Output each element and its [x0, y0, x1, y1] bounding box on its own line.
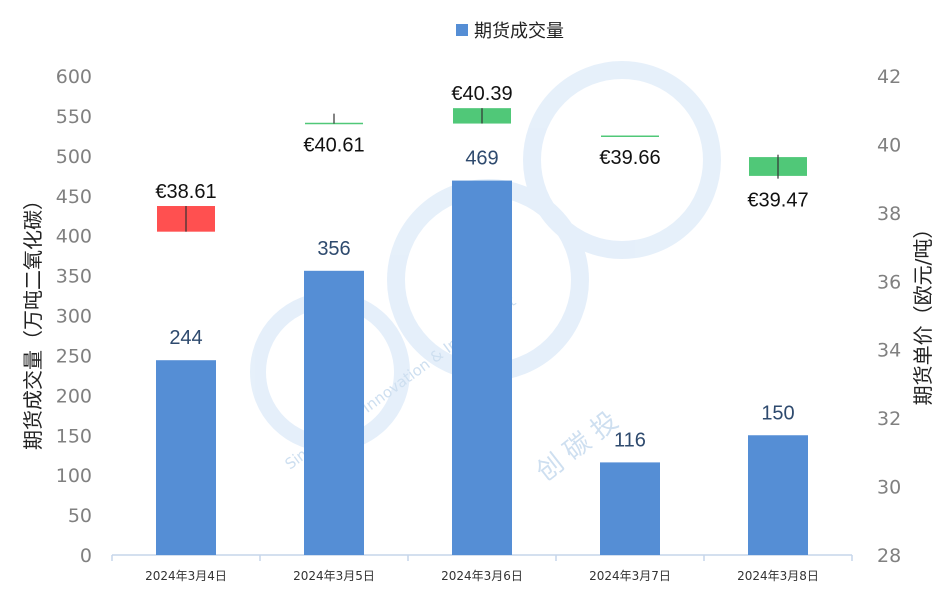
y-right-tick-label: 36 [877, 271, 901, 293]
y-right-tick-label: 38 [877, 203, 901, 225]
y-right-axis-title: 期货单价（欧元/吨） [911, 219, 935, 406]
y-right-ticks: 28 30 32 34 36 38 40 42 [877, 66, 901, 567]
y-right-tick-label: 40 [877, 134, 901, 156]
bar-labels: 244 356 469 116 150 [169, 148, 794, 452]
bars [156, 180, 808, 555]
volume-bar [156, 360, 216, 555]
y-left-tick-label: 200 [56, 385, 92, 407]
x-tick-label: 2024年3月7日 [589, 569, 671, 583]
x-tick-label: 2024年3月4日 [145, 569, 227, 583]
watermark-ring-right [523, 61, 721, 259]
y-left-tick-label: 100 [56, 465, 92, 487]
price-label: €40.39 [451, 83, 512, 105]
x-tick-label: 2024年3月8日 [737, 569, 819, 583]
volume-bar-label: 356 [317, 238, 350, 260]
price-label: €40.61 [303, 135, 364, 157]
x-tick-label: 2024年3月6日 [441, 569, 523, 583]
y-right-tick-label: 42 [877, 66, 901, 88]
y-left-tick-label: 600 [56, 66, 92, 88]
volume-bar [452, 180, 512, 555]
legend: 期货成交量 [456, 21, 564, 42]
volume-bar-label: 150 [761, 402, 794, 424]
volume-bar [748, 435, 808, 555]
y-left-ticks: 0 50 100 150 200 250 300 350 400 450 500 550 600 [56, 66, 92, 567]
y-right-tick-label: 28 [877, 545, 901, 567]
y-right-tick-label: 30 [877, 477, 901, 499]
price-candles [157, 108, 807, 232]
y-left-tick-label: 150 [56, 425, 92, 447]
volume-bar-label: 116 [614, 429, 646, 451]
price-labels: €38.61 €40.61 €40.39 €39.66 €39.47 [155, 83, 808, 211]
x-axis: 2024年3月4日 2024年3月5日 2024年3月6日 2024年3月7日 2024… [111, 554, 853, 583]
legend-swatch-volume [456, 24, 468, 36]
y-left-tick-label: 550 [56, 106, 92, 128]
volume-bar [600, 462, 660, 555]
y-left-tick-label: 350 [56, 266, 92, 288]
y-left-tick-label: 400 [56, 226, 92, 248]
y-left-tick-label: 0 [80, 545, 92, 567]
x-tick-label: 2024年3月5日 [293, 569, 375, 583]
price-label: €39.47 [747, 190, 808, 212]
volume-bar-label: 469 [465, 148, 498, 170]
y-left-tick-label: 50 [68, 505, 92, 527]
volume-bar-label: 244 [169, 327, 202, 349]
y-left-axis-title: 期货成交量（万吨二氧化碳） [21, 190, 45, 450]
y-left-tick-label: 250 [56, 345, 92, 367]
y-right-tick-label: 32 [877, 408, 901, 430]
y-right-tick-label: 34 [877, 340, 901, 362]
price-label: €38.61 [155, 181, 216, 203]
y-left-tick-label: 500 [56, 146, 92, 168]
price-label: €39.66 [599, 147, 660, 169]
legend-label-volume: 期货成交量 [474, 21, 564, 42]
y-left-tick-label: 300 [56, 306, 92, 328]
y-left-tick-label: 450 [56, 186, 92, 208]
volume-bar [304, 270, 364, 555]
